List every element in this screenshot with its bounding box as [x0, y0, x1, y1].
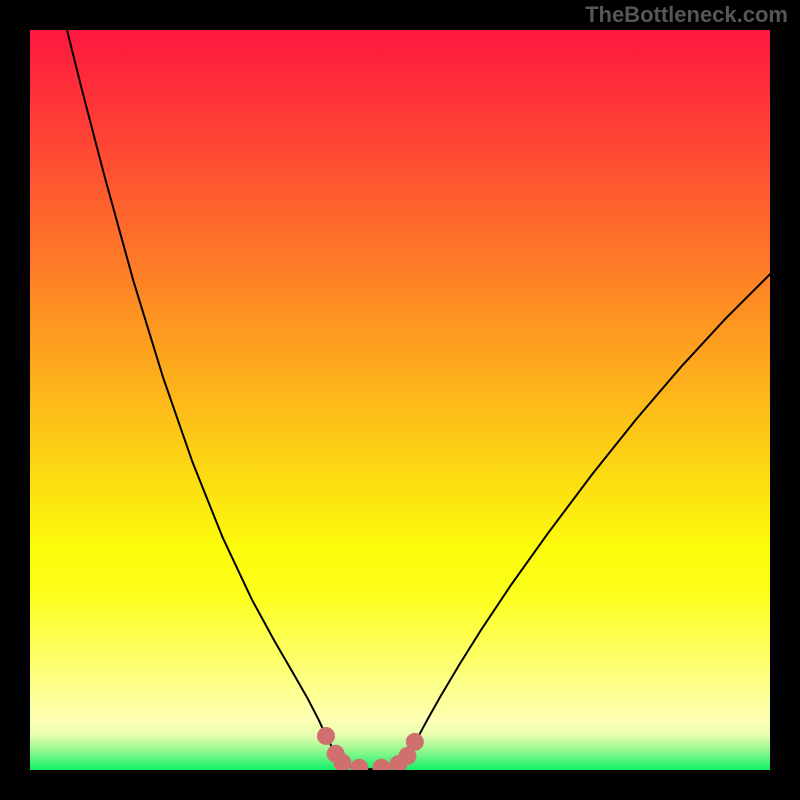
- watermark-text: TheBottleneck.com: [585, 2, 788, 28]
- curve-marker: [317, 727, 335, 745]
- curve-marker: [406, 733, 424, 751]
- chart-background: [30, 30, 770, 770]
- chart-svg: [30, 30, 770, 770]
- bottleneck-chart: [30, 30, 770, 770]
